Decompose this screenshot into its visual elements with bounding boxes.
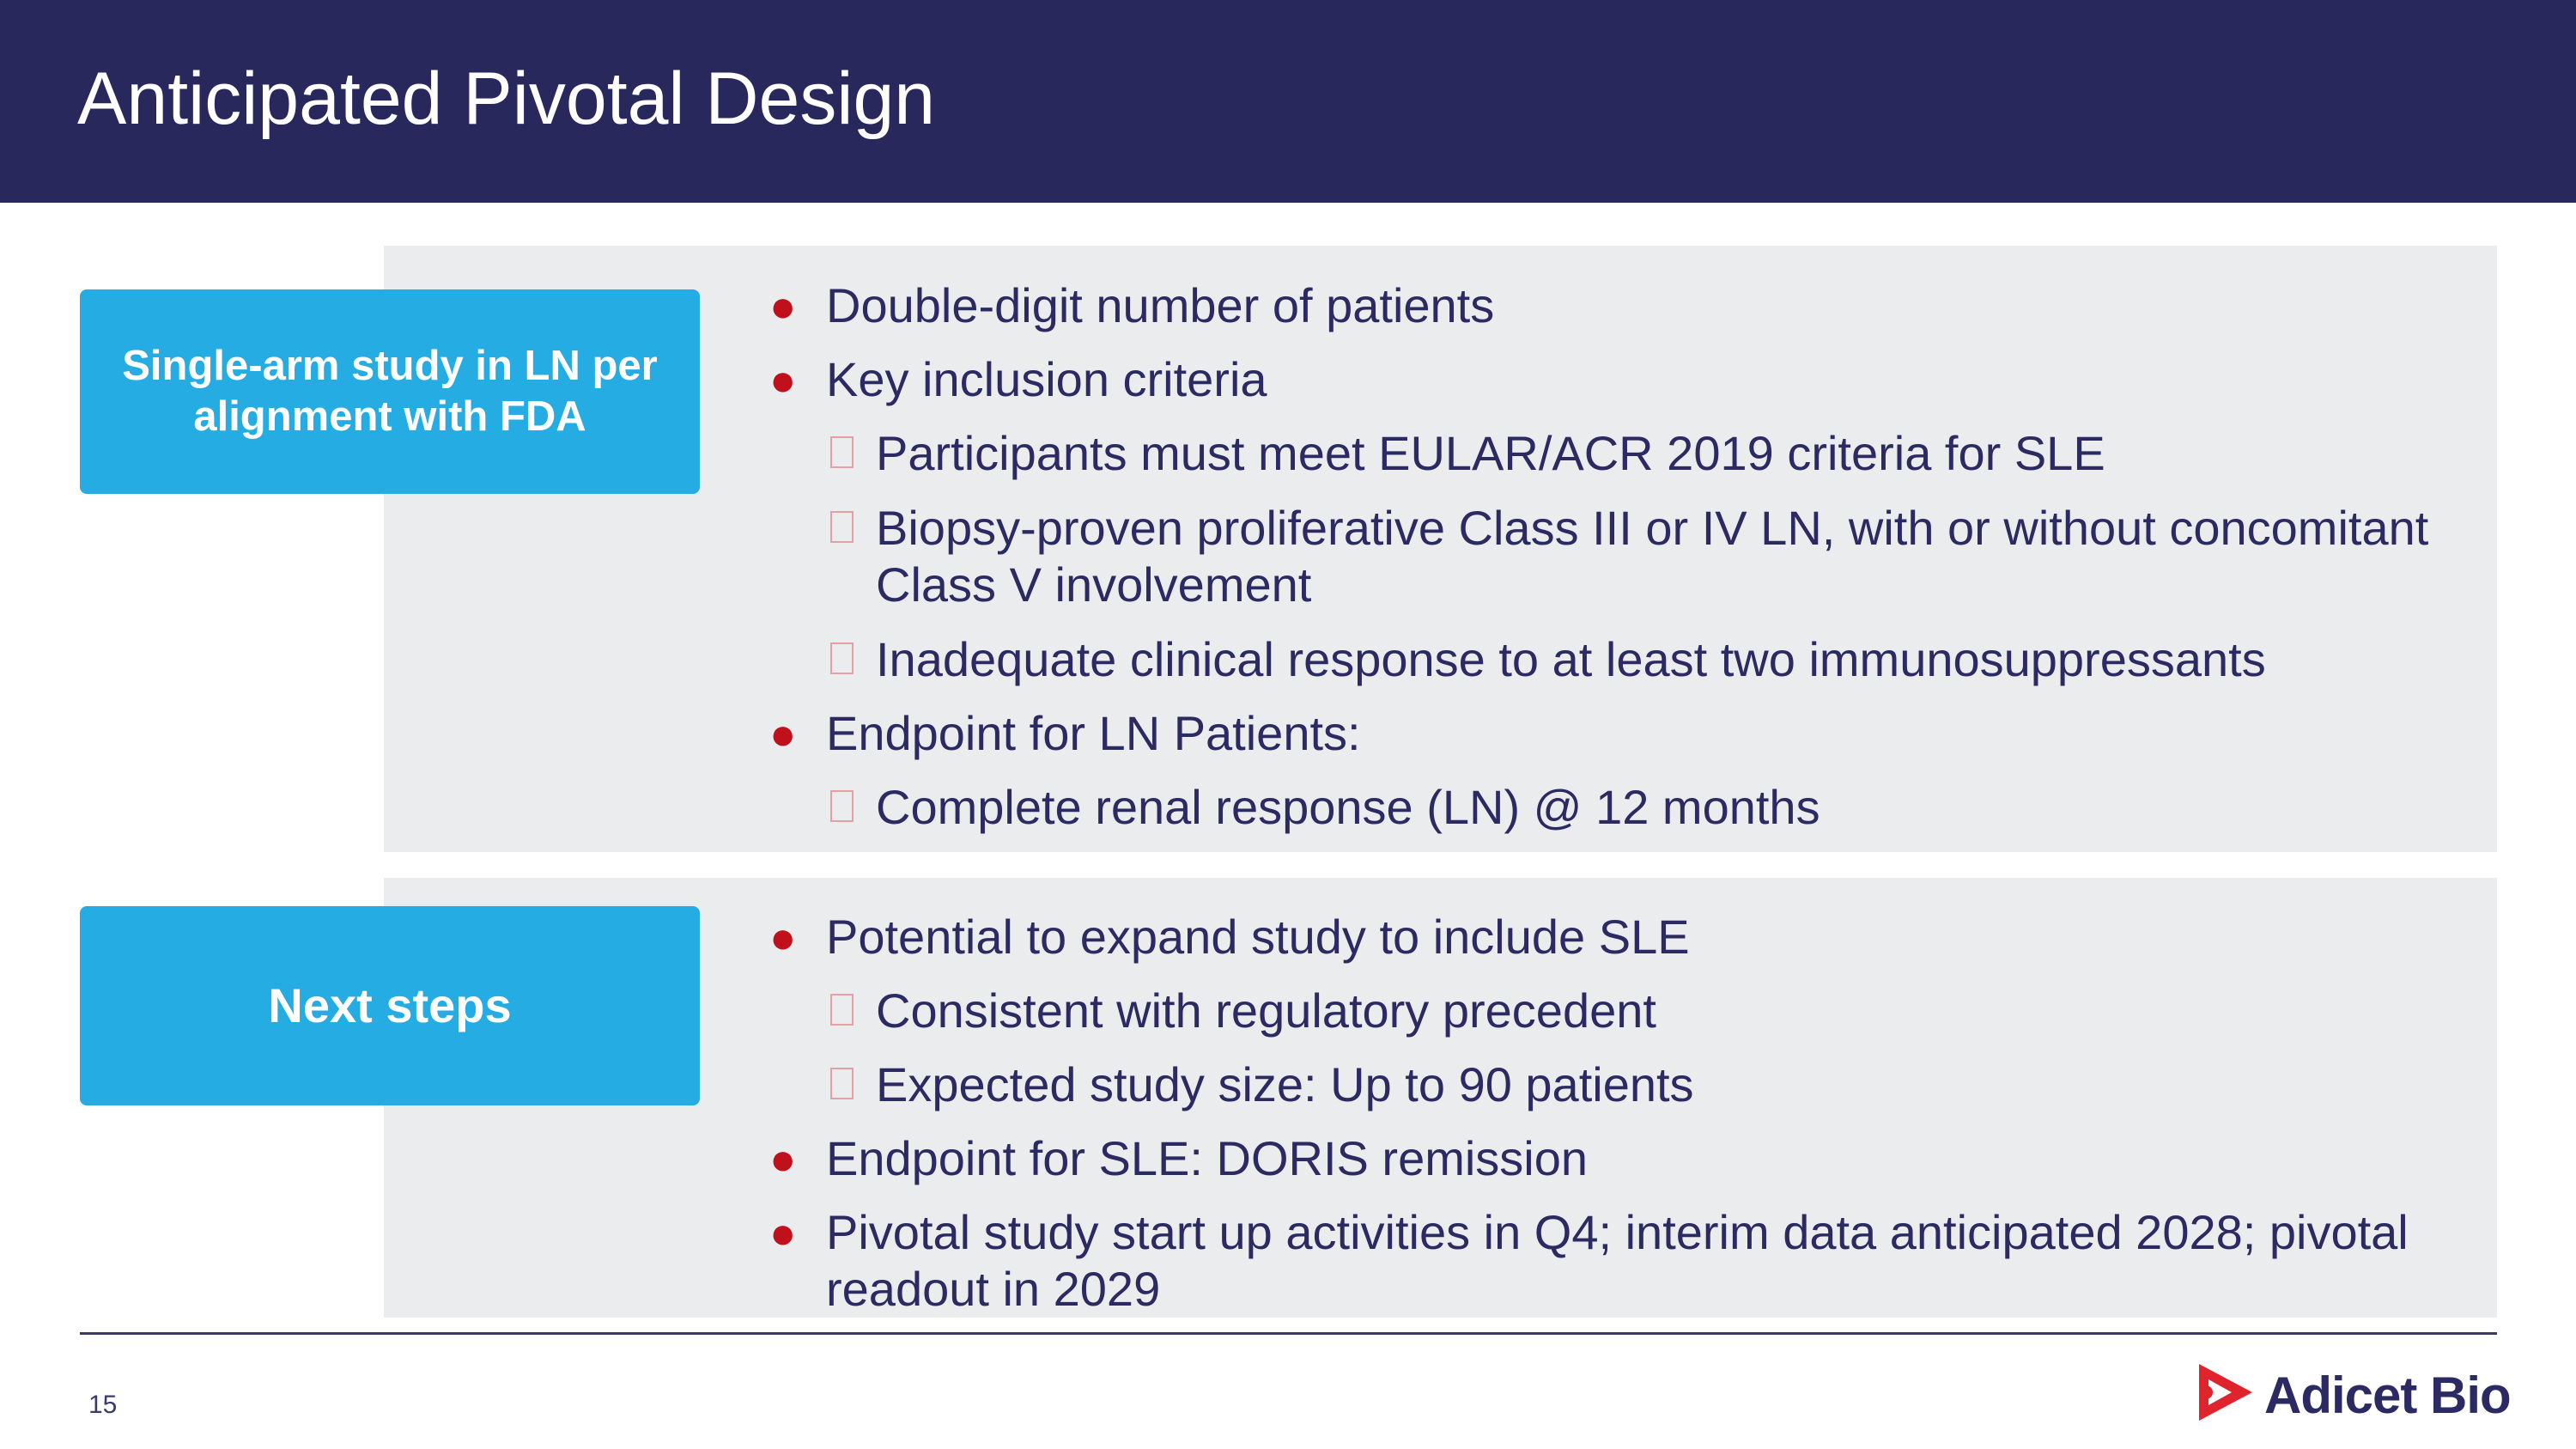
list-item-text: Endpoint for LN Patients:: [826, 706, 1361, 760]
bullet-box-icon: [830, 642, 854, 674]
footer-divider: [80, 1332, 2497, 1335]
section-panel-next-steps: [384, 878, 2497, 1318]
bullet-box-icon: [830, 436, 854, 468]
list-item: Inadequate clinical response to at least…: [830, 631, 2266, 688]
bullet-box-icon: [830, 994, 854, 1026]
bullet-dot-icon: ●: [769, 913, 797, 963]
list-item-text: Potential to expand study to include SLE: [826, 910, 1690, 964]
list-item: ● Double-digit number of patients: [769, 277, 1495, 334]
label-next-steps: Next steps: [80, 906, 700, 1105]
list-item-text: Inadequate clinical response to at least…: [876, 632, 2266, 686]
list-item-text: Participants must meet EULAR/ACR 2019 cr…: [876, 426, 2105, 480]
adicet-logo-icon: [2199, 1364, 2252, 1421]
list-item-text: Biopsy-proven proliferative Class III or…: [876, 501, 2429, 555]
list-item: Expected study size: Up to 90 patients: [830, 1056, 1694, 1113]
list-item: ● Key inclusion criteria: [769, 351, 1267, 408]
bullet-dot-icon: ●: [769, 1209, 797, 1258]
page-number: 15: [88, 1391, 118, 1419]
label-single-arm-study: Single-arm study in LN per alignment wit…: [80, 289, 700, 494]
list-item-text: Complete renal response (LN) @ 12 months: [876, 780, 1820, 834]
bullet-box-icon: [830, 511, 854, 543]
list-item: ● Potential to expand study to include S…: [769, 909, 1690, 965]
list-item-text: Double-digit number of patients: [826, 278, 1495, 332]
list-item: ● Endpoint for LN Patients:: [769, 705, 1361, 762]
bullet-dot-icon: ●: [769, 282, 797, 332]
label-next-steps-text: Next steps: [268, 978, 512, 1033]
bullet-dot-icon: ●: [769, 709, 797, 759]
list-item-text-continued: readout in 2029: [826, 1262, 1161, 1317]
list-item-text: Consistent with regulatory precedent: [876, 983, 1656, 1038]
list-item: Biopsy-proven proliferative Class III or…: [830, 500, 2429, 613]
bullet-dot-icon: ●: [769, 356, 797, 405]
bullet-box-icon: [830, 1068, 854, 1099]
logo-text: Adicet Bio: [2264, 1367, 2512, 1424]
list-item: Complete renal response (LN) @ 12 months: [830, 779, 1820, 836]
slide-header: Anticipated Pivotal Design: [0, 0, 2576, 203]
slide-title: Anticipated Pivotal Design: [77, 58, 936, 140]
list-item-text: Endpoint for SLE: DORIS remission: [826, 1131, 1589, 1185]
list-item: Participants must meet EULAR/ACR 2019 cr…: [830, 425, 2105, 482]
list-item-text-continued: Class V involvement: [876, 557, 1312, 612]
bullet-box-icon: [830, 790, 854, 822]
list-item-text: Key inclusion criteria: [826, 352, 1267, 406]
company-logo: Adicet Bio: [2194, 1361, 2512, 1429]
section-panel-pivotal-design: [384, 246, 2497, 852]
list-item: ● Pivotal study start up activities in Q…: [769, 1204, 2409, 1318]
list-item: ● Endpoint for SLE: DORIS remission: [769, 1130, 1589, 1187]
label-single-arm-study-text: Single-arm study in LN per alignment wit…: [122, 343, 658, 440]
list-item: Consistent with regulatory precedent: [830, 983, 1656, 1039]
list-item-text: Expected study size: Up to 90 patients: [876, 1057, 1694, 1111]
list-item-text: Pivotal study start up activities in Q4;…: [826, 1205, 2409, 1259]
bullet-dot-icon: ●: [769, 1135, 797, 1184]
